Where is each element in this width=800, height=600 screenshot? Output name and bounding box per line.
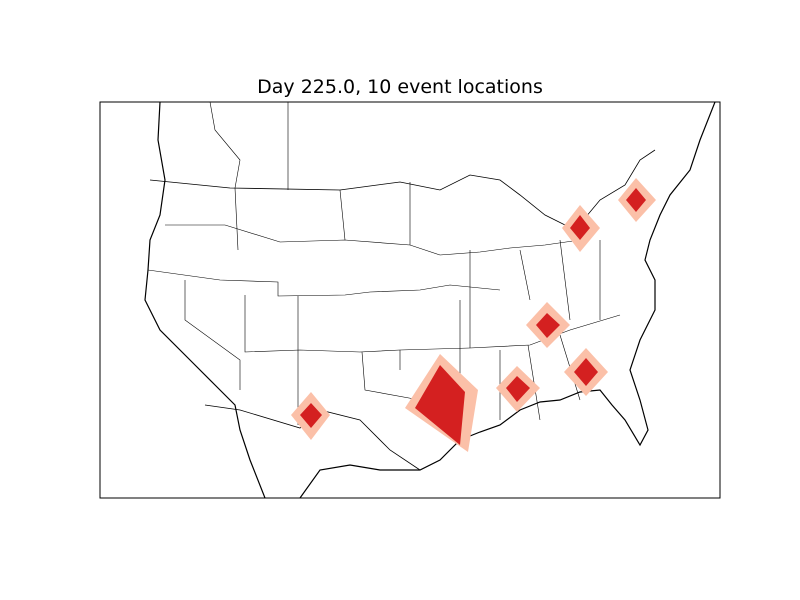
event-markers <box>291 178 656 452</box>
event-location <box>570 215 590 240</box>
event-location <box>300 403 322 428</box>
map-title: Day 225.0, 10 event locations <box>257 76 543 98</box>
map-frame <box>100 102 720 498</box>
event-location <box>506 376 530 402</box>
country-border <box>149 149 656 471</box>
event-location <box>415 365 465 445</box>
coastline <box>144 102 716 498</box>
event-location <box>536 313 560 338</box>
event-location <box>626 188 646 212</box>
event-location <box>574 358 598 386</box>
state-borders <box>147 102 621 425</box>
